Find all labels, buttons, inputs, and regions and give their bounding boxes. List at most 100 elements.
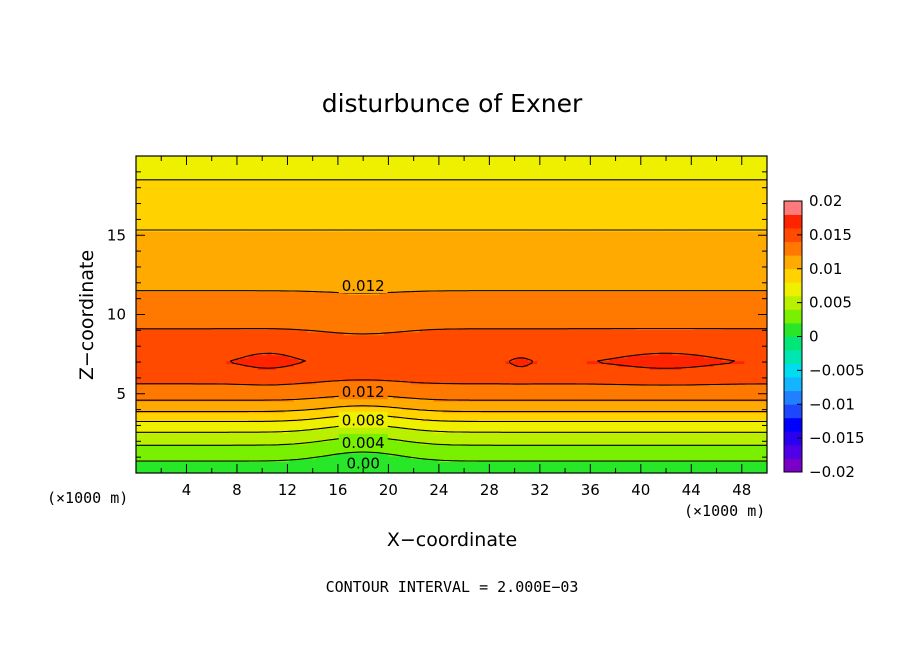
field-cell — [172, 302, 178, 307]
field-cell — [226, 432, 232, 437]
field-cell — [199, 300, 205, 304]
field-cell — [239, 314, 245, 318]
field-cell — [185, 161, 191, 166]
field-cell — [262, 337, 268, 342]
field-cell — [203, 343, 209, 347]
field-cell — [244, 320, 250, 324]
field-cell — [190, 213, 196, 218]
field-cell — [154, 210, 160, 215]
field-cell — [167, 403, 173, 408]
field-cell — [235, 366, 241, 370]
field-cell — [248, 432, 254, 437]
field-cell — [262, 386, 268, 391]
field-cell — [140, 331, 146, 336]
field-cell — [199, 351, 205, 356]
field-cell — [221, 271, 227, 275]
field-cell — [208, 245, 214, 249]
field-cell — [239, 184, 245, 189]
field-cell — [244, 351, 250, 356]
field-cell — [253, 317, 259, 321]
field-cell — [149, 274, 155, 278]
field-cell — [194, 268, 200, 272]
field-cell — [163, 441, 169, 445]
field-cell — [221, 455, 227, 460]
field-cell — [190, 464, 196, 468]
field-cell — [190, 207, 196, 212]
field-cell — [140, 248, 146, 252]
field-cell — [235, 167, 241, 172]
field-cell — [154, 326, 160, 330]
field-cell — [163, 317, 169, 321]
field-cell — [167, 461, 173, 465]
field-cell — [248, 279, 254, 284]
field-cell — [230, 328, 236, 333]
field-cell — [176, 447, 182, 451]
field-cell — [226, 366, 232, 370]
field-cell — [172, 438, 178, 442]
field-cell — [158, 375, 164, 379]
field-cell — [217, 251, 223, 255]
field-cell — [149, 464, 155, 468]
field-cell — [230, 392, 236, 396]
field-cell — [167, 366, 173, 370]
field-cell — [226, 314, 232, 318]
field-cell — [257, 193, 263, 197]
field-cell — [190, 230, 196, 235]
field-cell — [158, 311, 164, 316]
field-cell — [176, 294, 182, 298]
field-cell — [253, 421, 259, 425]
field-cell — [212, 282, 218, 287]
field-cell — [248, 331, 254, 336]
field-cell — [172, 346, 178, 350]
field-cell — [226, 259, 232, 264]
field-cell — [262, 426, 268, 431]
field-cell — [262, 429, 268, 434]
field-cell — [235, 184, 241, 189]
field-cell — [158, 354, 164, 359]
field-cell — [208, 158, 214, 163]
field-cell — [235, 222, 241, 226]
field-cell — [230, 199, 236, 203]
field-cell — [235, 426, 241, 431]
field-cell — [176, 199, 182, 203]
field-cell — [262, 294, 268, 298]
field-cell — [145, 406, 151, 411]
field-cell — [140, 213, 146, 218]
field-cell — [217, 277, 223, 281]
field-cell — [154, 403, 160, 408]
field-cell — [253, 323, 259, 327]
field-cell — [221, 274, 227, 278]
field-cell — [212, 245, 218, 249]
field-cell — [149, 297, 155, 301]
field-cell — [190, 291, 196, 295]
field-cell — [194, 297, 200, 301]
field-cell — [194, 415, 200, 419]
field-cell — [167, 323, 173, 327]
field-cell — [221, 357, 227, 362]
field-cell — [235, 161, 241, 166]
field-cell — [212, 242, 218, 246]
field-cell — [221, 331, 227, 336]
field-cell — [244, 156, 250, 160]
field-cell — [149, 383, 155, 388]
field-cell — [262, 432, 268, 437]
field-cell — [185, 366, 191, 370]
field-cell — [140, 256, 146, 261]
field-cell — [181, 230, 187, 235]
field-cell — [203, 265, 209, 269]
field-cell — [244, 360, 250, 365]
field-cell — [158, 455, 164, 460]
field-cell — [154, 351, 160, 356]
field-cell — [203, 268, 209, 272]
field-cell — [239, 173, 245, 177]
field-cell — [230, 403, 236, 408]
field-cell — [176, 435, 182, 440]
field-cell — [257, 164, 263, 169]
field-cell — [154, 268, 160, 272]
field-cell — [208, 170, 214, 174]
field-cell — [136, 323, 142, 327]
field-cell — [244, 366, 250, 370]
field-cell — [217, 366, 223, 370]
field-cell — [172, 383, 178, 388]
field-cell — [172, 248, 178, 252]
